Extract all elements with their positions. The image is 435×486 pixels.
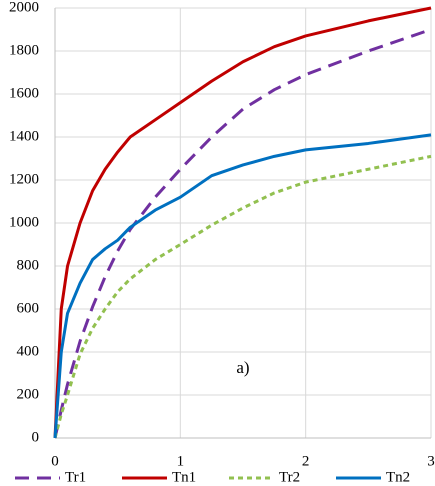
y-tick-label: 1000: [9, 214, 39, 230]
y-tick-label: 0: [32, 429, 40, 445]
y-tick-label: 200: [17, 386, 40, 402]
y-tick-label: 1800: [9, 42, 39, 58]
legend-label: Tr1: [65, 469, 86, 485]
y-tick-label: 1400: [9, 128, 39, 144]
y-tick-label: 600: [17, 300, 40, 316]
x-tick-label: 1: [177, 453, 185, 469]
annotation: a): [236, 358, 249, 377]
series-line: [53, 6, 432, 439]
series-line: [53, 28, 432, 439]
y-tick-label: 2000: [9, 0, 39, 15]
x-tick-label: 3: [427, 453, 435, 469]
x-tick-label: 0: [51, 453, 59, 469]
legend-label: Tn2: [386, 469, 410, 485]
y-tick-label: 1200: [9, 171, 39, 187]
y-tick-label: 400: [17, 343, 40, 359]
series-line: [53, 154, 432, 439]
series-line: [53, 133, 432, 439]
y-tick-label: 1600: [9, 85, 39, 101]
y-tick-label: 800: [17, 257, 40, 273]
legend-label: Tn1: [172, 469, 196, 485]
legend-label: Tr2: [279, 469, 300, 485]
x-tick-label: 2: [302, 453, 310, 469]
